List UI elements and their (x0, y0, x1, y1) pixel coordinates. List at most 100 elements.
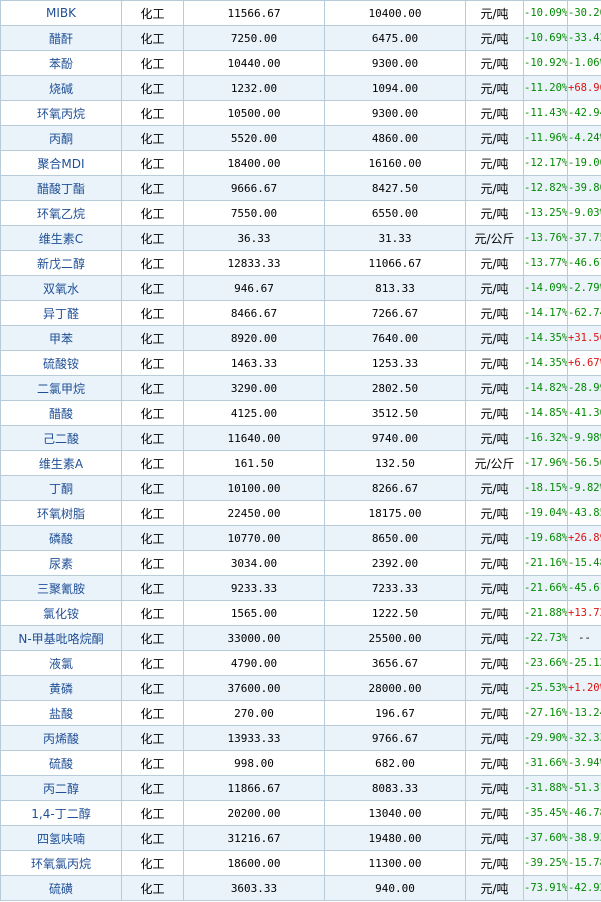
category-cell: 化工 (121, 425, 184, 451)
change-b-cell: -45.61% (567, 575, 601, 601)
unit-cell: 元/吨 (465, 0, 524, 26)
product-name[interactable]: 硫酸铵 (0, 350, 122, 376)
unit-cell: 元/吨 (465, 300, 524, 326)
change-a-cell: -11.20% (523, 75, 568, 101)
unit-cell: 元/吨 (465, 700, 524, 726)
change-b-cell: -41.30% (567, 400, 601, 426)
category-cell: 化工 (121, 550, 184, 576)
category-cell: 化工 (121, 700, 184, 726)
price-b-cell: 31.33 (324, 225, 466, 251)
product-name[interactable]: 尿素 (0, 550, 122, 576)
change-a-cell: -13.77% (523, 250, 568, 276)
product-name[interactable]: 黄磷 (0, 675, 122, 701)
product-name[interactable]: 维生素A (0, 450, 122, 476)
category-cell: 化工 (121, 50, 184, 76)
product-name[interactable]: 烧碱 (0, 75, 122, 101)
product-name[interactable]: 维生素C (0, 225, 122, 251)
price-b-cell: 11066.67 (324, 250, 466, 276)
change-b-cell: -51.31% (567, 775, 601, 801)
product-name[interactable]: N-甲基吡咯烷酮 (0, 625, 122, 651)
product-name[interactable]: 丙酮 (0, 125, 122, 151)
change-a-cell: -11.96% (523, 125, 568, 151)
change-a-cell: -18.15% (523, 475, 568, 501)
change-b-cell: -56.56% (567, 450, 601, 476)
category-cell: 化工 (121, 675, 184, 701)
category-cell: 化工 (121, 100, 184, 126)
change-a-cell: -14.82% (523, 375, 568, 401)
change-b-cell: -15.48% (567, 550, 601, 576)
product-name[interactable]: 异丁醛 (0, 300, 122, 326)
change-b-cell: -4.24% (567, 125, 601, 151)
unit-cell: 元/吨 (465, 675, 524, 701)
product-name[interactable]: 环氧乙烷 (0, 200, 122, 226)
product-name[interactable]: 丙烯酸 (0, 725, 122, 751)
product-name[interactable]: 三聚氰胺 (0, 575, 122, 601)
category-cell: 化工 (121, 25, 184, 51)
price-a-cell: 36.33 (183, 225, 325, 251)
change-a-cell: -29.90% (523, 725, 568, 751)
change-a-cell: -10.09% (523, 0, 568, 26)
change-b-cell: -13.24% (567, 700, 601, 726)
change-b-cell: +1.20% (567, 675, 601, 701)
price-a-cell: 9666.67 (183, 175, 325, 201)
product-name[interactable]: 硫酸 (0, 750, 122, 776)
product-name[interactable]: 二氯甲烷 (0, 375, 122, 401)
product-name[interactable]: 环氧氯丙烷 (0, 850, 122, 876)
product-name[interactable]: 环氧丙烷 (0, 100, 122, 126)
product-name[interactable]: 1,4-丁二醇 (0, 800, 122, 826)
product-name[interactable]: 新戊二醇 (0, 250, 122, 276)
change-a-cell: -14.85% (523, 400, 568, 426)
unit-cell: 元/吨 (465, 850, 524, 876)
price-a-cell: 3034.00 (183, 550, 325, 576)
price-b-cell: 3512.50 (324, 400, 466, 426)
change-a-cell: -39.25% (523, 850, 568, 876)
price-a-cell: 18400.00 (183, 150, 325, 176)
category-cell: 化工 (121, 475, 184, 501)
price-a-cell: 946.67 (183, 275, 325, 301)
product-name[interactable]: 丙二醇 (0, 775, 122, 801)
product-name[interactable]: 液氯 (0, 650, 122, 676)
category-cell: 化工 (121, 725, 184, 751)
category-cell: 化工 (121, 875, 184, 901)
change-a-cell: -14.09% (523, 275, 568, 301)
unit-cell: 元/吨 (465, 550, 524, 576)
product-name[interactable]: 苯酚 (0, 50, 122, 76)
unit-cell: 元/吨 (465, 350, 524, 376)
product-name[interactable]: 丁酮 (0, 475, 122, 501)
product-name[interactable]: 醋酐 (0, 25, 122, 51)
product-name[interactable]: 氯化铵 (0, 600, 122, 626)
price-a-cell: 998.00 (183, 750, 325, 776)
change-b-cell: -32.33% (567, 725, 601, 751)
product-name[interactable]: 己二酸 (0, 425, 122, 451)
change-b-cell: -19.00% (567, 150, 601, 176)
product-name[interactable]: 环氧树脂 (0, 500, 122, 526)
change-b-cell: -42.94% (567, 100, 601, 126)
product-name[interactable]: 醋酸丁酯 (0, 175, 122, 201)
category-cell: 化工 (121, 775, 184, 801)
product-name[interactable]: 硫磺 (0, 875, 122, 901)
product-name[interactable]: 醋酸 (0, 400, 122, 426)
product-name[interactable]: MIBK (0, 0, 122, 26)
price-b-cell: 682.00 (324, 750, 466, 776)
product-name[interactable]: 聚合MDI (0, 150, 122, 176)
unit-cell: 元/吨 (465, 500, 524, 526)
price-a-cell: 20200.00 (183, 800, 325, 826)
product-name[interactable]: 双氧水 (0, 275, 122, 301)
price-b-cell: 16160.00 (324, 150, 466, 176)
product-name[interactable]: 甲苯 (0, 325, 122, 351)
category-cell: 化工 (121, 600, 184, 626)
product-name[interactable]: 四氢呋喃 (0, 825, 122, 851)
product-name[interactable]: 盐酸 (0, 700, 122, 726)
change-a-cell: -11.43% (523, 100, 568, 126)
category-cell: 化工 (121, 500, 184, 526)
product-name[interactable]: 磷酸 (0, 525, 122, 551)
unit-cell: 元/吨 (465, 175, 524, 201)
